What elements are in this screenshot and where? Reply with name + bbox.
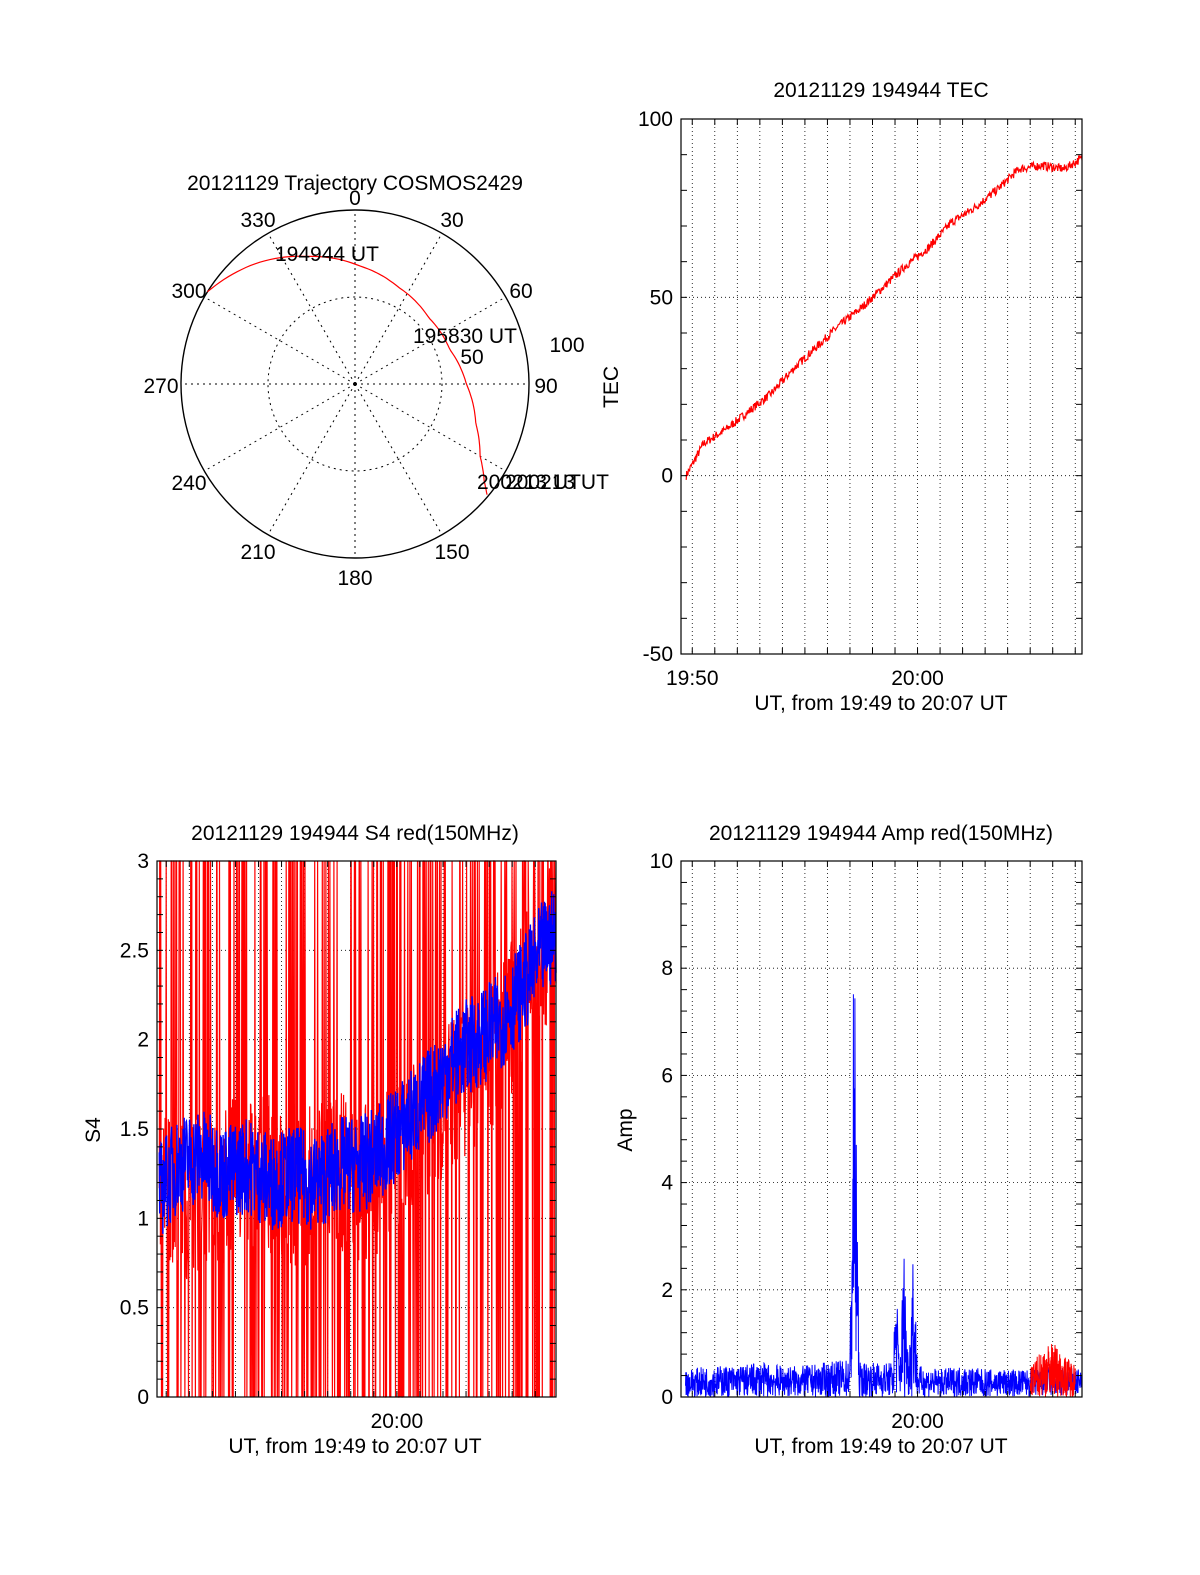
y-tick-label: 8 — [661, 957, 673, 980]
y-tick-label: 1 — [137, 1207, 149, 1230]
trajectory-path — [207, 255, 488, 495]
mid-time-label: 195830 UT — [413, 325, 517, 348]
azimuth-spoke — [267, 233, 356, 385]
y-tick-label: 0 — [661, 1386, 673, 1409]
y-tick-label: 0.5 — [120, 1297, 149, 1320]
azimuth-label: 30 — [440, 209, 463, 232]
azimuth-label: 300 — [171, 280, 206, 303]
y-tick-label: 2 — [661, 1279, 673, 1302]
azimuth-spoke — [204, 383, 356, 472]
x-tick-label: 19:50 — [666, 667, 719, 690]
s4-title: 20121129 194944 S4 red(150MHz) — [191, 822, 519, 845]
azimuth-label: 90 — [534, 375, 557, 398]
azimuth-label: 60 — [509, 280, 532, 303]
end-time-label: 200213 UT — [477, 471, 581, 494]
x-tick-label: 20:00 — [891, 1410, 944, 1433]
y-tick-label: 2 — [137, 1029, 149, 1052]
x-tick-label: 20:00 — [371, 1410, 424, 1433]
azimuth-spoke — [354, 383, 506, 472]
azimuth-spoke — [204, 296, 356, 385]
amp-ylabel: Amp — [614, 1108, 637, 1151]
trajectory-title: 20121129 Trajectory COSMOS2429 — [187, 172, 523, 195]
s4-panel: 20121129 194944 S4 red(150MHz) 0 0.5 1 1.5 2… — [82, 822, 557, 1458]
start-time-label: 194944 UT — [275, 243, 379, 266]
tec-title: 20121129 194944 TEC — [773, 79, 988, 102]
amp-xlabel: UT, from 19:49 to 20:07 UT — [754, 1435, 1007, 1458]
azimuth-label: 330 — [240, 209, 275, 232]
azimuth-label: 180 — [337, 567, 372, 590]
s4-ylabel: S4 — [82, 1117, 105, 1143]
end-time-label-overlap: 200213 UT — [505, 471, 609, 494]
y-tick-label: 3 — [137, 850, 149, 873]
radial-label: 50 — [460, 346, 483, 369]
y-tick-label: 100 — [638, 108, 673, 131]
azimuth-label: 270 — [143, 375, 178, 398]
y-tick-label: 6 — [661, 1064, 673, 1087]
radial-label: 100 — [549, 334, 584, 357]
radial-ring — [267, 296, 443, 472]
azimuth-label: 240 — [171, 472, 206, 495]
s4-xlabel: UT, from 19:49 to 20:07 UT — [228, 1435, 481, 1458]
amp-plot: 0 2 4 6 8 10 20:00 — [650, 850, 1083, 1433]
azimuth-label: 210 — [240, 541, 275, 564]
y-tick-label: 4 — [661, 1172, 673, 1195]
tec-xlabel: UT, from 19:49 to 20:07 UT — [754, 692, 1007, 715]
azimuth-label: 0 — [349, 187, 361, 210]
amp-title: 20121129 194944 Amp red(150MHz) — [709, 822, 1053, 845]
y-tick-label: 2.5 — [120, 939, 149, 962]
blue-series-line — [158, 891, 557, 1234]
y-tick-label: -50 — [643, 643, 673, 666]
azimuth-spoke — [354, 233, 443, 385]
red-series-line — [685, 154, 1083, 480]
y-tick-label: 1.5 — [120, 1118, 149, 1141]
azimuth-spoke — [354, 383, 443, 535]
x-tick-label: 20:00 — [891, 667, 944, 690]
polar-plot: 0 30 60 90 150 180 210 240 270 300 330 50 100 194944 … — [143, 187, 609, 590]
plot-frame — [680, 118, 1083, 655]
y-tick-label: 0 — [137, 1386, 149, 1409]
s4-plot: 0 0.5 1 1.5 2 2.5 3 20:00 — [120, 850, 557, 1433]
azimuth-label: 150 — [434, 541, 469, 564]
azimuth-spoke — [354, 296, 506, 385]
azimuth-spoke — [267, 383, 356, 535]
tec-plot: -50 0 50 100 19:50 20:00 — [638, 108, 1083, 690]
trajectory-panel: 20121129 Trajectory COSMOS2429 0 30 60 90 15… — [143, 172, 609, 590]
y-tick-label: 50 — [650, 286, 673, 309]
tec-ylabel: TEC — [600, 366, 623, 408]
amp-panel: 20121129 194944 Amp red(150MHz) 0 2 4 6 8 10 2… — [614, 822, 1083, 1458]
outer-ring — [180, 209, 530, 559]
y-tick-label: 0 — [661, 465, 673, 488]
plot-frame — [680, 860, 1083, 1398]
y-tick-label: 10 — [650, 850, 673, 873]
blue-series-line — [685, 994, 1083, 1399]
